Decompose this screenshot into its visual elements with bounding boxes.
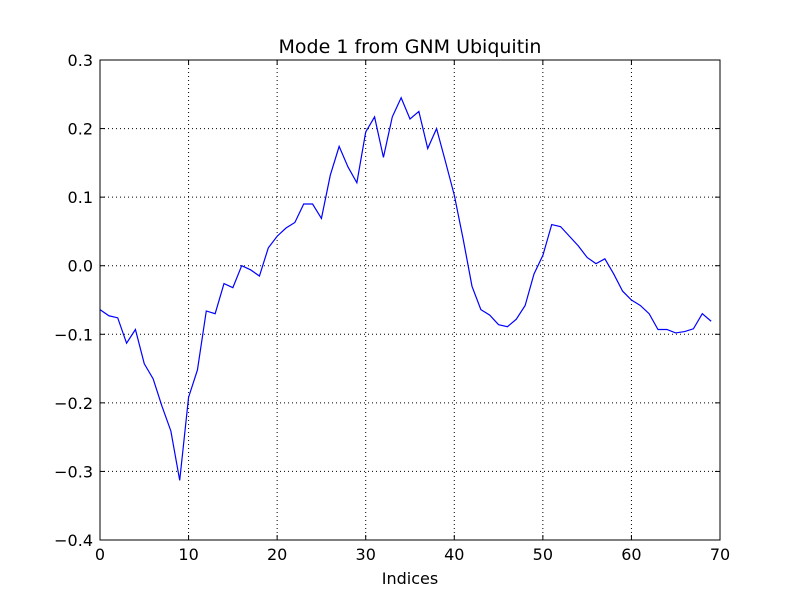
y-tick-label: −0.3 [54, 462, 93, 481]
y-tick-label: 0.0 [68, 257, 93, 276]
y-tick-label: −0.2 [54, 394, 93, 413]
y-tick-label: −0.1 [54, 325, 93, 344]
x-tick-label: 60 [621, 545, 641, 564]
x-tick-label: 50 [533, 545, 553, 564]
axis-ticks [99, 59, 721, 541]
y-tick-label: 0.1 [68, 188, 93, 207]
chart-title: Mode 1 from GNM Ubiquitin [279, 36, 542, 58]
y-tick-labels: −0.4 −0.3 −0.2 −0.1 0.0 0.1 0.2 0.3 [54, 51, 93, 550]
x-tick-label: 10 [178, 545, 198, 564]
x-tick-label: 70 [710, 545, 730, 564]
plot-frame [99, 59, 721, 541]
series-line [99, 96, 712, 481]
x-tick-label: 40 [444, 545, 464, 564]
series-layer [99, 96, 712, 481]
x-tick-label: 0 [95, 545, 105, 564]
y-tick-label: 0.2 [68, 120, 93, 139]
y-tick-label: 0.3 [68, 51, 93, 70]
y-tick-label: −0.4 [54, 531, 93, 550]
grid-lines [100, 60, 720, 540]
x-tick-label: 30 [356, 545, 376, 564]
x-axis-title: Indices [382, 569, 438, 588]
x-tick-labels: 0 10 20 30 40 50 60 70 [95, 545, 730, 564]
x-tick-label: 20 [267, 545, 287, 564]
